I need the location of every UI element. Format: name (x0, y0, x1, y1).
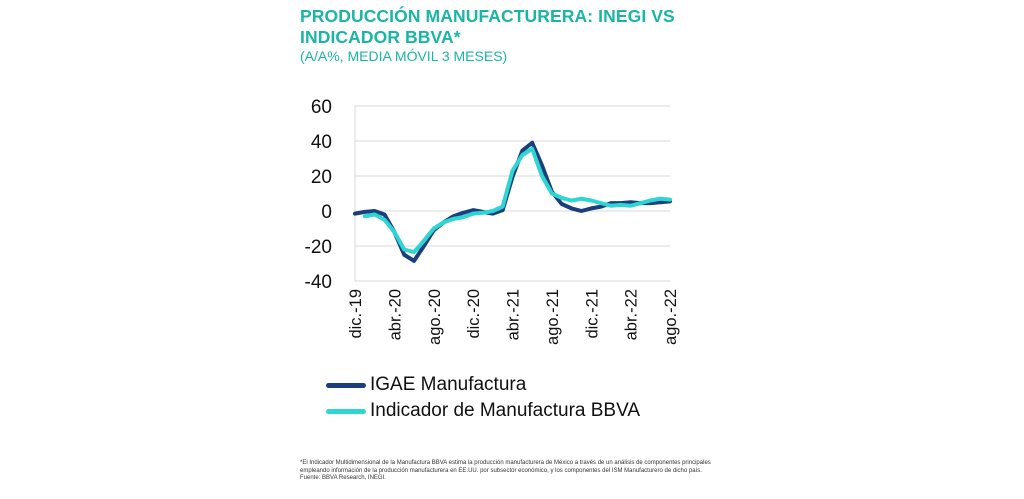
y-tick-label: 60 (311, 97, 332, 118)
legend: IGAE Manufactura Indicador de Manufactur… (326, 372, 640, 424)
x-tick-label: abr.-20 (386, 289, 404, 340)
x-tick-label: ago.-22 (662, 289, 680, 345)
x-tick-label: ago.-20 (426, 289, 444, 345)
legend-swatch-igae (326, 382, 366, 388)
series-line-bbva (362, 146, 672, 255)
legend-label-bbva: Indicador de Manufactura BBVA (370, 400, 641, 421)
chart-subtitle: (A/A%, MEDIA MÓVIL 3 MESES) (300, 48, 508, 64)
x-tick-label: dic.-19 (347, 289, 365, 339)
x-tick-label: dic.-20 (465, 289, 483, 339)
y-tick-label: -40 (305, 272, 332, 293)
y-tick-label: 40 (311, 132, 332, 153)
y-tick-label: 20 (311, 167, 332, 188)
footnote-text: *El Indicador Multidimensional de la Man… (300, 460, 711, 474)
footnote-source: Fuente: BBVA Research, INEGI. (300, 475, 386, 481)
series-lines (353, 140, 672, 263)
y-tick-label: 0 (321, 202, 332, 223)
legend-item-bbva: Indicador de Manufactura BBVA (326, 398, 640, 424)
y-tick-label: -20 (305, 237, 332, 258)
chart-title: PRODUCCIÓN MANUFACTURERA: INEGI VS INDIC… (300, 6, 675, 47)
y-axis-ticks: 60 40 20 0 -20 -40 (305, 97, 332, 293)
legend-swatch-bbva (326, 408, 366, 414)
legend-label-igae: IGAE Manufactura (370, 374, 527, 395)
legend-item-igae: IGAE Manufactura (326, 372, 640, 398)
x-tick-label: dic.-21 (583, 289, 601, 339)
x-tick-label: ago.-21 (544, 289, 562, 345)
x-tick-label: abr.-22 (623, 289, 641, 340)
x-axis-ticks: dic.-19 abr.-20 ago.-20 dic.-20 abr.-21 ago.-… (347, 289, 680, 345)
x-tick-label: abr.-21 (505, 289, 523, 340)
footnote: *El Indicador Multidimensional de la Man… (300, 460, 720, 483)
